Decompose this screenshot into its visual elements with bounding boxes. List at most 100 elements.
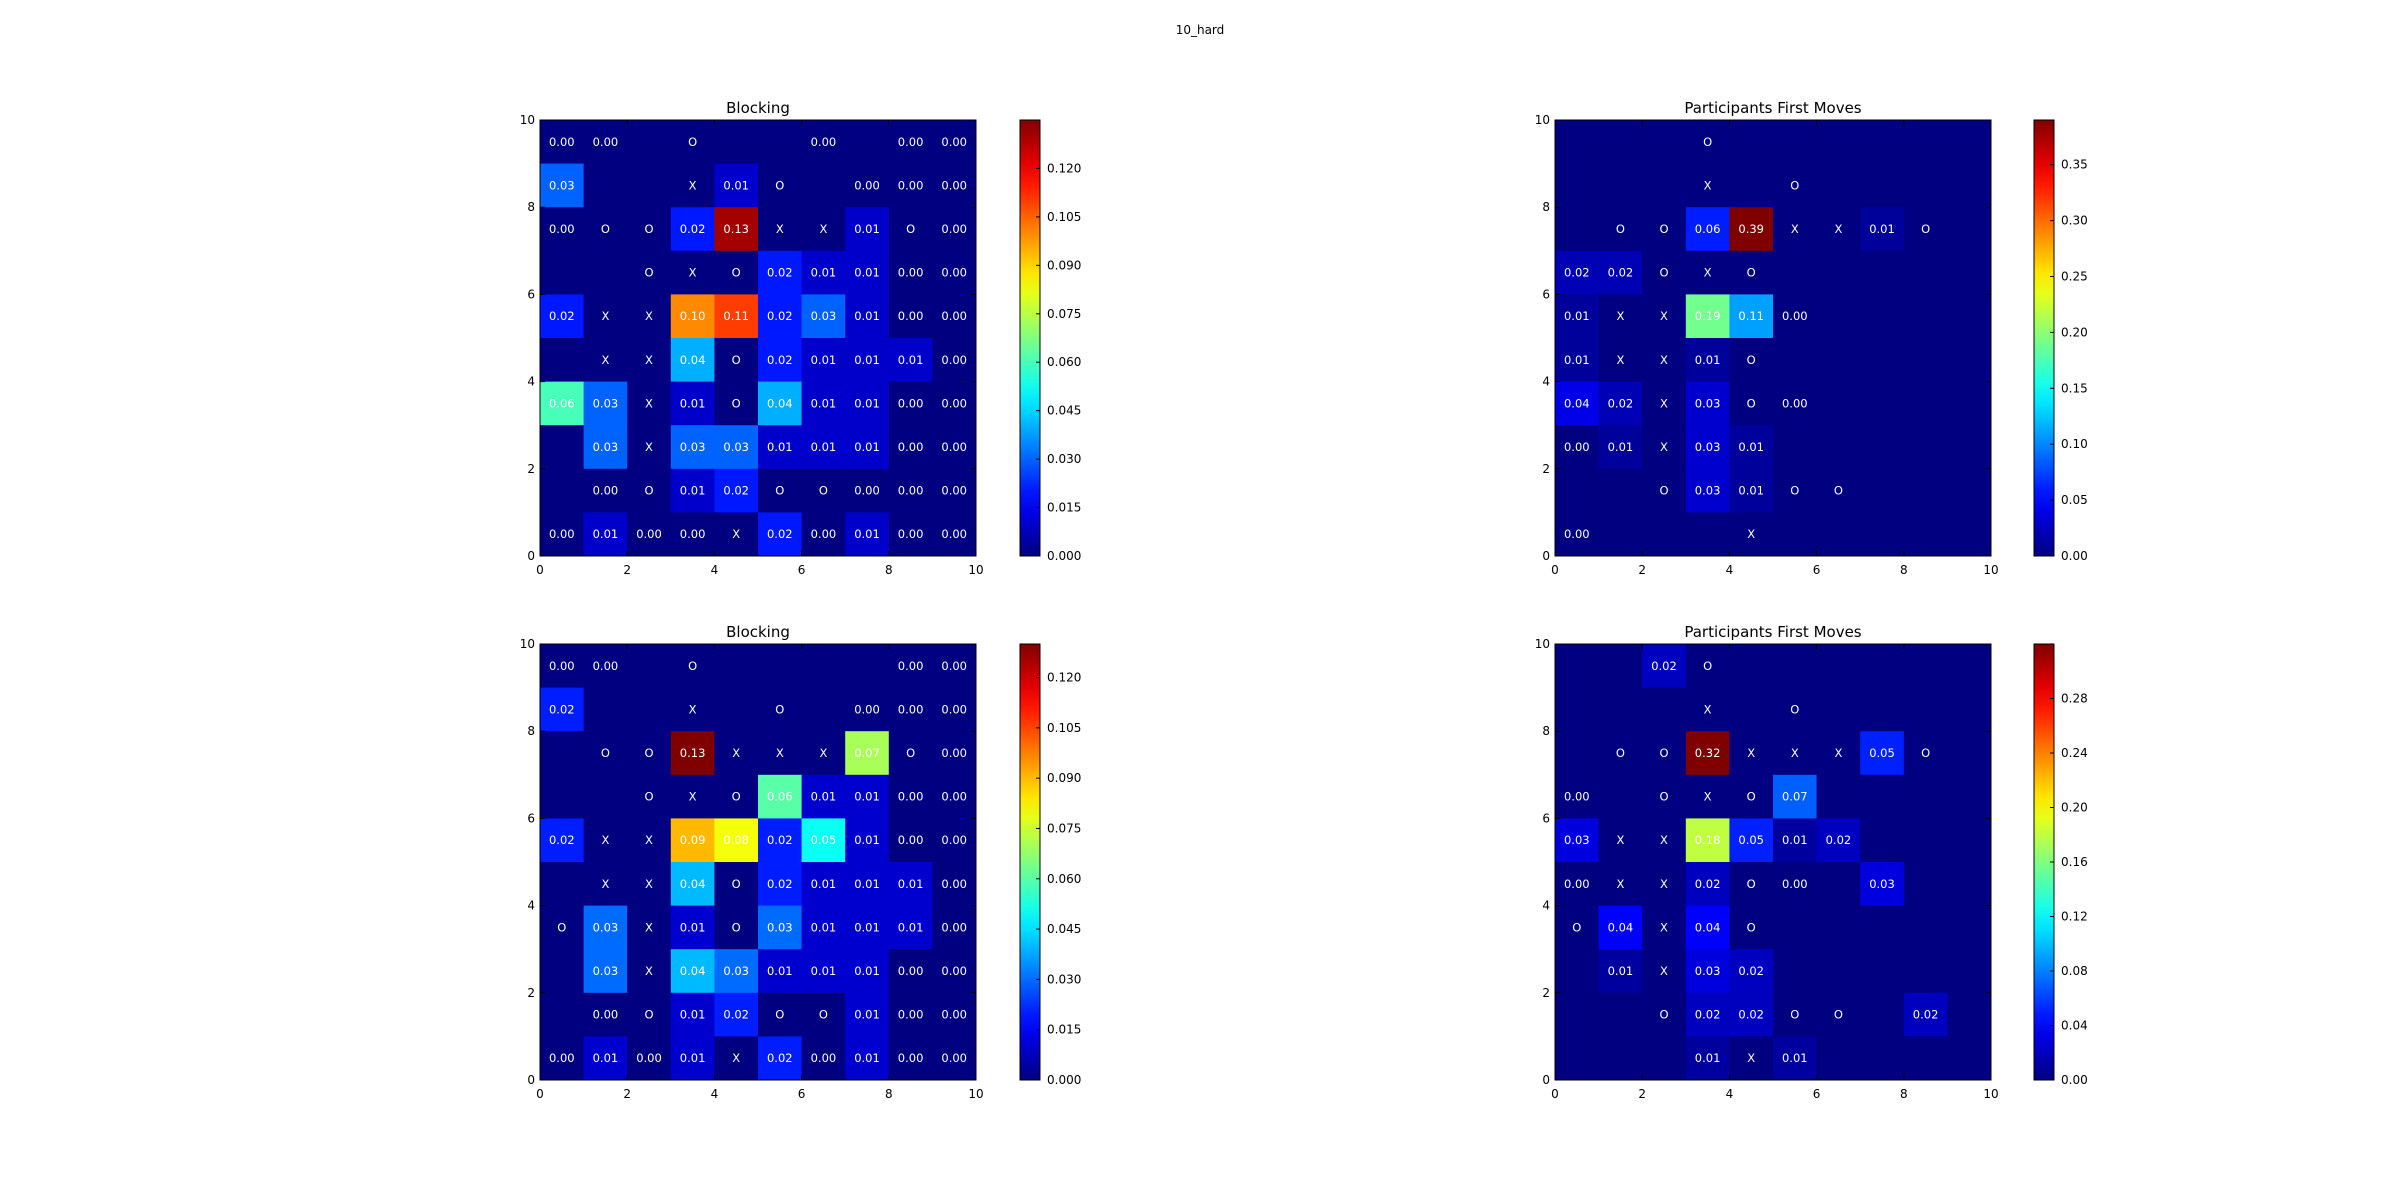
heatmap-cell: [1860, 1036, 1905, 1081]
heatmap-cell: [670, 425, 715, 470]
cell-label: O: [732, 396, 741, 410]
heatmap-cell: [888, 905, 933, 950]
heatmap-cell: [932, 992, 977, 1037]
cell-label: O: [644, 790, 653, 804]
heatmap-cell: [758, 644, 803, 689]
cell-label: 0.03: [811, 309, 837, 323]
cell-label: 0.01: [854, 877, 880, 891]
cell-label: 0.01: [593, 1051, 619, 1065]
cell-label: O: [1703, 659, 1712, 673]
heatmap-cell: [845, 687, 890, 732]
heatmap-cell: [888, 512, 933, 557]
cell-label: 0.01: [854, 1008, 880, 1022]
heatmap-cell: [583, 774, 628, 819]
colorbar-tick-label: 0.000: [1047, 1073, 1081, 1087]
heatmap-cell: [1773, 992, 1818, 1037]
heatmap-cell: [1947, 468, 1992, 513]
x-tick-label: 8: [1900, 1087, 1908, 1101]
heatmap-cell: [801, 992, 846, 1037]
heatmap-cell: [1685, 250, 1730, 295]
heatmap-cell: [1598, 818, 1643, 863]
heatmap-cell: [1903, 381, 1948, 426]
heatmap-cell: [1860, 512, 1905, 557]
heatmap-cell: [627, 250, 672, 295]
y-tick-label: 4: [527, 899, 535, 913]
heatmap-cell: [801, 1036, 846, 1081]
cell-label: 0.13: [723, 222, 749, 236]
colorbar-tick-label: 0.105: [1047, 210, 1081, 224]
y-tick-label: 8: [1542, 724, 1550, 738]
heatmap-cell: [1729, 774, 1774, 819]
heatmap-cell: [932, 120, 977, 165]
cell-label: 0.32: [1695, 746, 1721, 760]
cell-label: 0.01: [767, 964, 793, 978]
heatmap-cell: [1685, 949, 1730, 994]
heatmap-cell: [758, 512, 803, 557]
x-tick-label: 6: [798, 1087, 806, 1101]
heatmap-cell: [714, 250, 759, 295]
heatmap-cell: [801, 512, 846, 557]
cell-label: 0.09: [680, 833, 706, 847]
heatmap-cell: [714, 949, 759, 994]
cell-label: X: [1616, 309, 1624, 323]
cell-label: 0.01: [811, 964, 837, 978]
cell-label: X: [1704, 266, 1712, 280]
heatmap-cell: [583, 862, 628, 907]
colorbar-tick-label: 0.030: [1047, 452, 1081, 466]
heatmap-cell: [1729, 644, 1774, 689]
cell-label: 0.00: [941, 746, 967, 760]
heatmap-cell: [801, 338, 846, 383]
colorbar-tick-label: 0.075: [1047, 821, 1081, 835]
heatmap-panel-4: Participants First Moves 0.02 O X O O O 0.32 X X X…: [1535, 623, 2088, 1101]
x-tick-label: 6: [1813, 1087, 1821, 1101]
heatmap-cell: [1685, 905, 1730, 950]
cell-label: 0.07: [854, 746, 880, 760]
cell-label: 0.01: [1869, 222, 1895, 236]
colorbar-tick-label: 0.25: [2061, 270, 2088, 284]
cell-label: 0.08: [723, 833, 749, 847]
cell-label: 0.03: [593, 920, 619, 934]
cell-label: 0.01: [1782, 1051, 1808, 1065]
heatmap-cell: [888, 425, 933, 470]
heatmap-cell: [1860, 338, 1905, 383]
heatmap-cell: [758, 862, 803, 907]
heatmap-cell: [1685, 774, 1730, 819]
heatmap-cell: [1947, 731, 1992, 776]
cell-label: 0.00: [854, 702, 880, 716]
heatmap-cell: [845, 862, 890, 907]
heatmap-cell: [1903, 949, 1948, 994]
heatmap-cell: [1947, 774, 1992, 819]
cell-label: 0.00: [898, 833, 924, 847]
cell-label: X: [689, 790, 697, 804]
cell-label: 0.00: [593, 484, 619, 498]
heatmap-cell: [1773, 338, 1818, 383]
heatmap-cell: [1598, 381, 1643, 426]
cell-label: 0.00: [898, 1051, 924, 1065]
heatmap-cell: [1642, 818, 1687, 863]
cell-label: 0.01: [811, 396, 837, 410]
heatmap-cell: [1816, 294, 1861, 339]
cell-label: O: [1659, 222, 1668, 236]
cell-label: X: [732, 1051, 740, 1065]
cell-label: X: [1791, 746, 1799, 760]
heatmap-cell: [758, 207, 803, 252]
heatmap-cell: [888, 468, 933, 513]
heatmap-cell: [1598, 949, 1643, 994]
cell-label: O: [1790, 178, 1799, 192]
panel-title: Participants First Moves: [1684, 99, 1861, 117]
y-tick-label: 10: [520, 113, 535, 127]
cell-label: O: [775, 178, 784, 192]
heatmap-cell: [1903, 774, 1948, 819]
colorbar-tick-label: 0.12: [2061, 910, 2088, 924]
cell-label: 0.02: [1608, 266, 1634, 280]
heatmap-cell: [1860, 774, 1905, 819]
heatmap-cell: [845, 512, 890, 557]
cell-label: O: [732, 877, 741, 891]
heatmap-cell: [1903, 818, 1948, 863]
heatmap-cell: [1947, 949, 1992, 994]
heatmap-cell: [1773, 818, 1818, 863]
heatmap-cell: [670, 774, 715, 819]
cell-label: 0.00: [1564, 527, 1590, 541]
cell-label: 0.00: [941, 178, 967, 192]
cell-label: O: [819, 1008, 828, 1022]
